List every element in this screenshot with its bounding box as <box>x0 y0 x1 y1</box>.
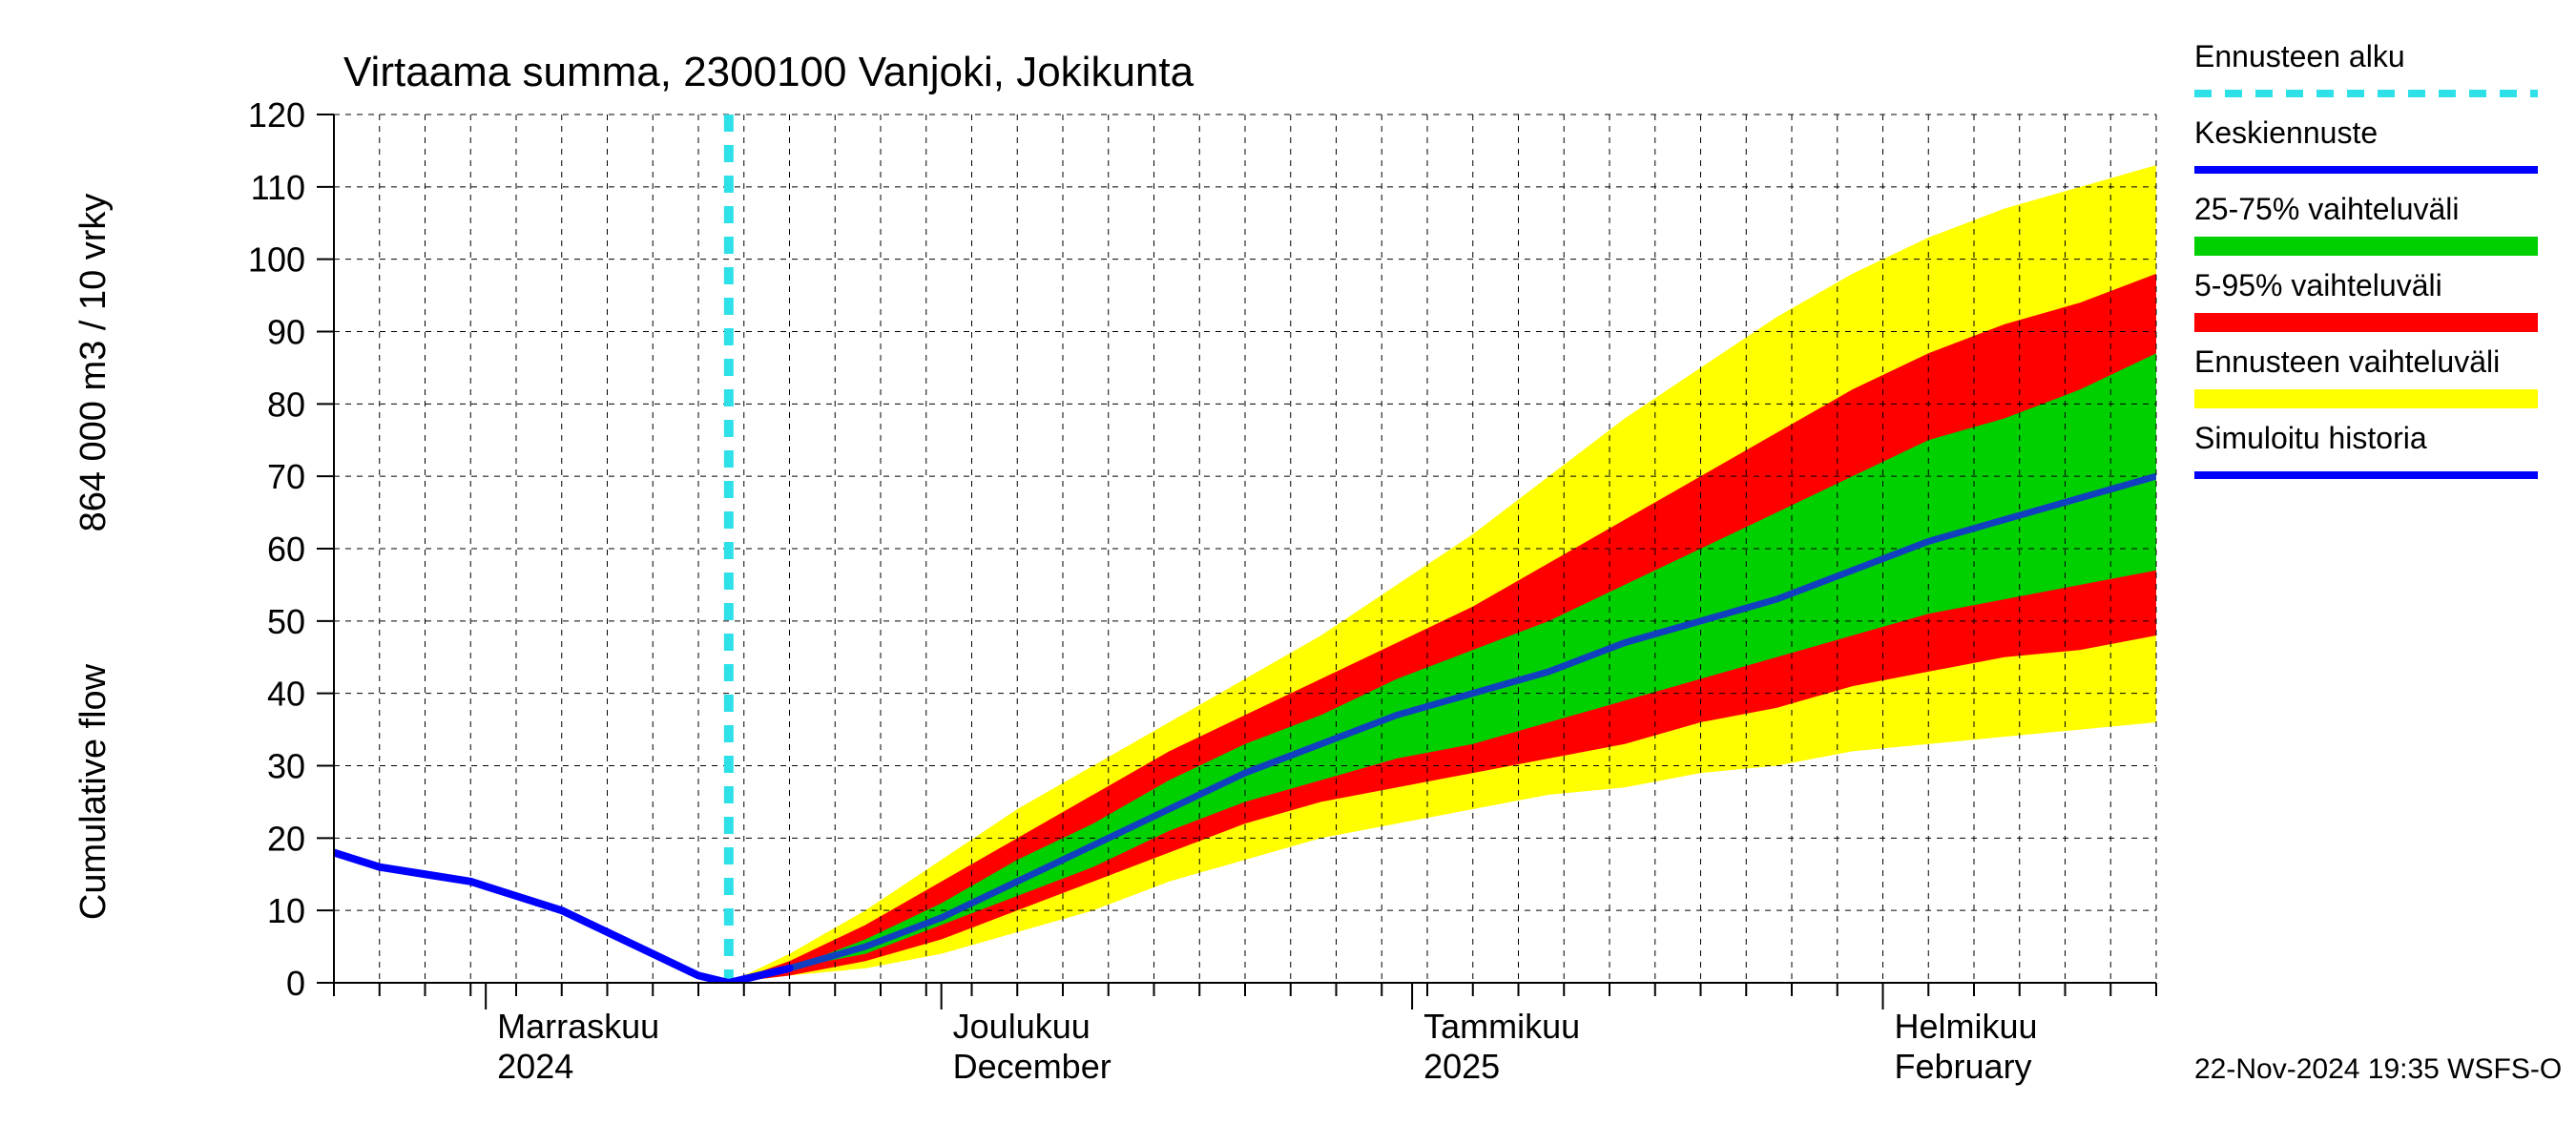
ytick-label: 90 <box>267 313 305 352</box>
xtick-label-2: 2024 <box>497 1047 573 1086</box>
footer-timestamp: 22-Nov-2024 19:35 WSFS-O <box>2194 1053 2562 1085</box>
ytick-label: 40 <box>267 675 305 714</box>
legend-label: 25-75% vaihteluväli <box>2194 192 2460 226</box>
legend-swatch <box>2194 237 2538 256</box>
ytick-label: 110 <box>251 168 305 207</box>
legend-label: 5-95% vaihteluväli <box>2194 268 2442 302</box>
ytick-label: 100 <box>248 240 305 280</box>
xtick-label-2: December <box>953 1047 1111 1086</box>
xtick-label-1: Joulukuu <box>953 1007 1091 1046</box>
xtick-label-2: 2025 <box>1423 1047 1500 1086</box>
chart-title: Virtaama summa, 2300100 Vanjoki, Jokikun… <box>343 49 1195 95</box>
legend-label: Ennusteen vaihteluväli <box>2194 344 2500 379</box>
ytick-label: 50 <box>267 602 305 641</box>
y-label-bottom: Cumulative flow <box>73 663 114 920</box>
ytick-label: 30 <box>267 747 305 786</box>
chart-container: 0102030405060708090100110120Marraskuu202… <box>0 0 2576 1145</box>
ytick-label: 20 <box>267 819 305 858</box>
ytick-label: 60 <box>267 530 305 569</box>
legend-label: Ennusteen alku <box>2194 39 2405 73</box>
legend-label: Keskiennuste <box>2194 115 2378 150</box>
legend-swatch <box>2194 313 2538 332</box>
y-label-top: 864 000 m3 / 10 vrky <box>73 194 114 532</box>
legend-swatch <box>2194 389 2538 408</box>
xtick-label-2: February <box>1895 1047 2032 1086</box>
xtick-label-1: Marraskuu <box>497 1007 659 1046</box>
xtick-label-1: Tammikuu <box>1423 1007 1580 1046</box>
ytick-label: 80 <box>267 385 305 424</box>
chart-svg: 0102030405060708090100110120Marraskuu202… <box>0 0 2576 1145</box>
ytick-label: 120 <box>248 95 305 135</box>
ytick-label: 70 <box>267 457 305 496</box>
ytick-label: 0 <box>286 964 305 1003</box>
ytick-label: 10 <box>267 891 305 930</box>
legend-label: Simuloitu historia <box>2194 421 2427 455</box>
chart-bg <box>0 0 2576 1145</box>
xtick-label-1: Helmikuu <box>1895 1007 2038 1046</box>
